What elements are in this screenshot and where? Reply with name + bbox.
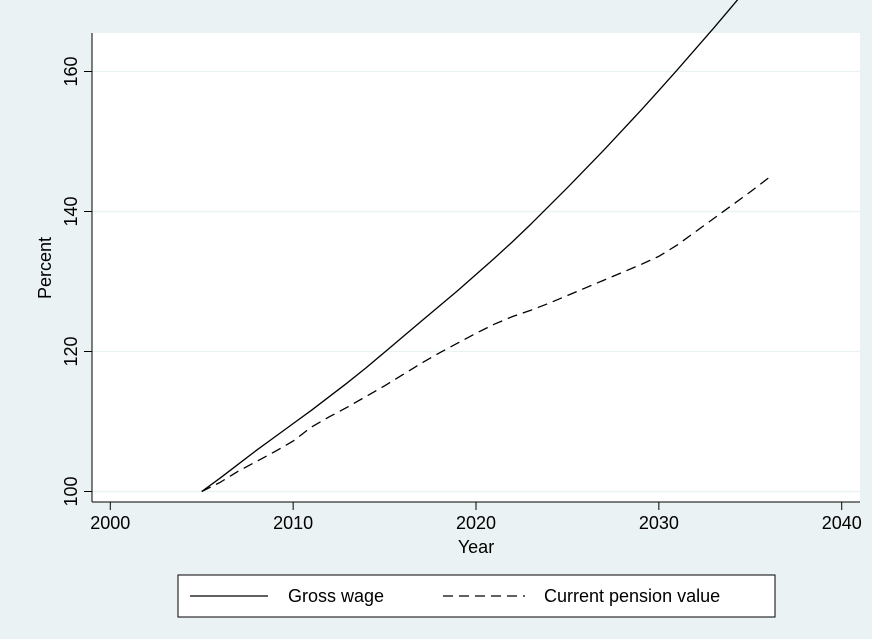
- legend: Gross wage Current pension value: [177, 574, 776, 618]
- x-tick-label-2010: 2010: [273, 513, 313, 533]
- plot-area: [92, 33, 860, 502]
- x-tick-label-2000: 2000: [90, 513, 130, 533]
- y-tick-label-100: 100: [61, 476, 81, 506]
- x-tick-label-2030: 2030: [639, 513, 679, 533]
- x-tick-label-2020: 2020: [456, 513, 496, 533]
- x-tick-label-2040: 2040: [822, 513, 862, 533]
- y-axis-label: Percent: [35, 237, 55, 299]
- x-axis-label: Year: [458, 537, 494, 557]
- y-tick-label-160: 160: [61, 56, 81, 86]
- legend-label-gross-wage: Gross wage: [288, 586, 384, 606]
- series-line-gross-wage: [201, 0, 739, 493]
- y-axis-ticks: 100 120 140 160: [61, 56, 92, 507]
- legend-label-current-pension-value: Current pension value: [544, 586, 720, 606]
- y-tick-label-140: 140: [61, 196, 81, 226]
- series-line-current-pension-value: [201, 177, 769, 493]
- y-tick-label-120: 120: [61, 336, 81, 366]
- x-axis-ticks: 2000 2010 2020 2030 2040: [90, 502, 862, 533]
- gridlines: [92, 70, 860, 493]
- series-lines: [201, 0, 769, 493]
